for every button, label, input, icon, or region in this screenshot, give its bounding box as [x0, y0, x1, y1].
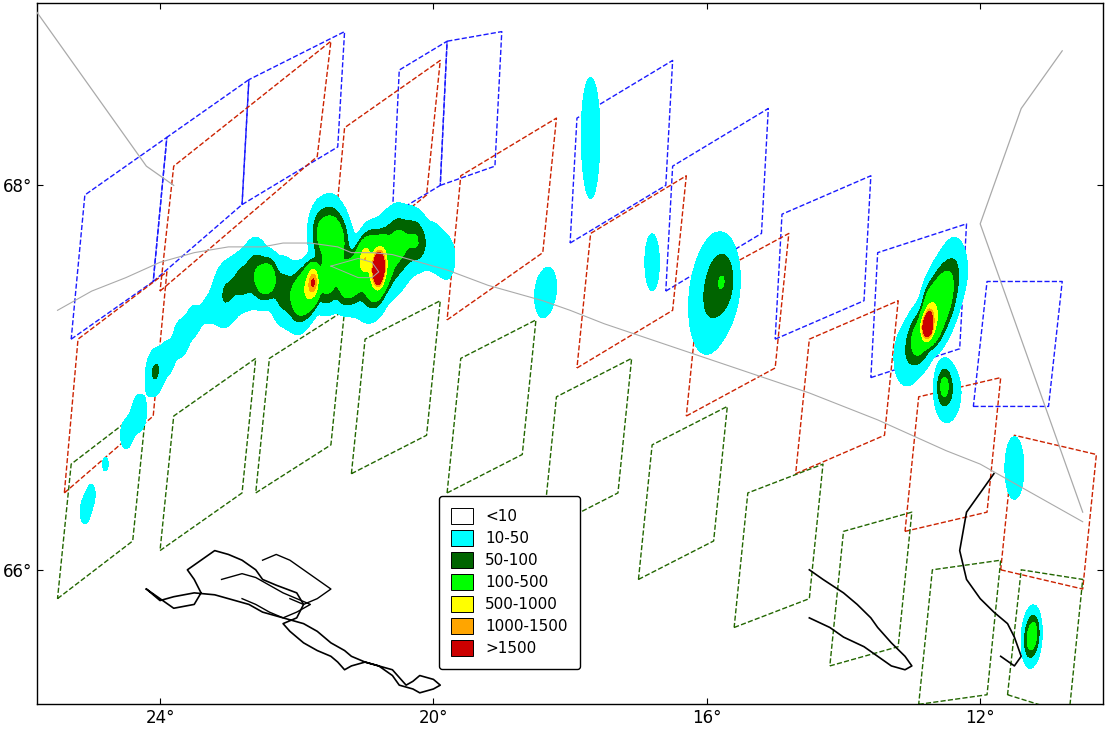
- Legend: <10, 10-50, 50-100, 100-500, 500-1000, 1000-1500, >1500: <10, 10-50, 50-100, 100-500, 500-1000, 1…: [439, 496, 580, 669]
